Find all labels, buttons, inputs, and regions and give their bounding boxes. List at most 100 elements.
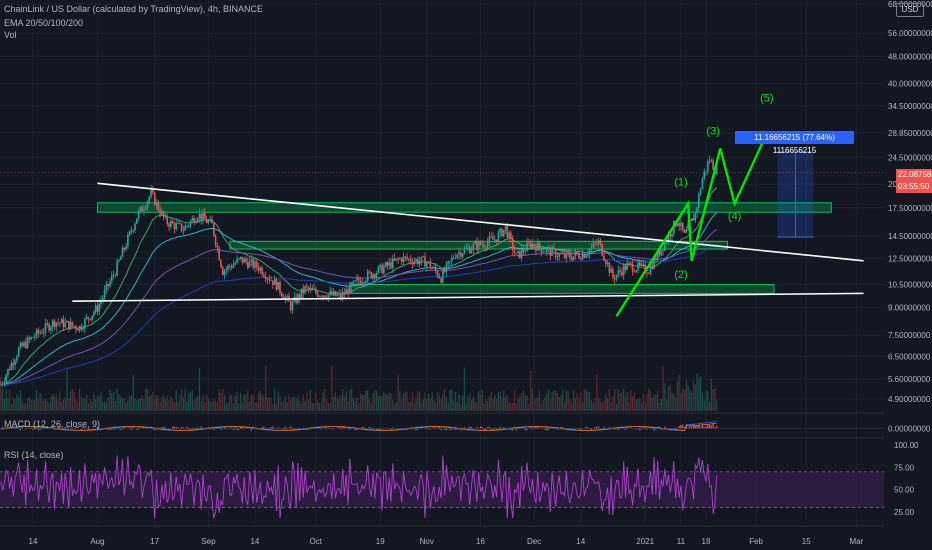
macd-histogram-bar <box>241 427 244 429</box>
volume-bar <box>268 397 270 411</box>
candle-body <box>162 211 165 217</box>
volume-bar <box>202 395 204 411</box>
macd-histogram-bar <box>25 428 27 430</box>
price-tick-label: 68.00000000 <box>888 0 932 9</box>
candle-body <box>622 265 625 276</box>
volume-bar <box>179 395 181 411</box>
macd-histogram-bar <box>69 427 72 429</box>
macd-histogram-bar <box>327 427 329 429</box>
volume-bar <box>644 401 646 411</box>
macd-histogram-bar <box>646 428 648 430</box>
macd-histogram-bar <box>503 427 505 429</box>
volume-bar <box>487 401 489 411</box>
candle-body <box>291 301 294 310</box>
volume-bar <box>68 397 70 411</box>
candle-body <box>542 251 544 253</box>
macd-histogram-bar <box>288 427 290 429</box>
symbol-legend[interactable]: ChainLink / US Dollar (calculated by Tra… <box>4 4 263 14</box>
macd-histogram-bar <box>240 427 242 429</box>
macd-histogram-bar <box>476 427 478 429</box>
candle-body <box>121 247 124 258</box>
macd-histogram-bar <box>112 428 115 430</box>
candle-body <box>458 252 460 255</box>
price-tick-label: 40.00000000 <box>888 80 932 89</box>
volume-bar <box>472 397 474 411</box>
macd-legend[interactable]: MACD (12, 26, close, 9) <box>4 419 101 429</box>
volume-bar <box>293 396 295 411</box>
volume-bar <box>248 401 251 411</box>
time-tick-label: 19 <box>376 537 385 546</box>
wave-label: (2) <box>674 269 687 281</box>
candle-body <box>198 213 201 219</box>
macd-histogram-bar <box>188 428 190 430</box>
candle-body <box>601 244 603 256</box>
volume-bar <box>157 396 159 411</box>
macd-histogram-bar <box>585 426 587 429</box>
candle-body <box>25 342 27 348</box>
candle-body <box>710 160 713 162</box>
volume-bar <box>69 391 72 411</box>
volume-bar <box>114 401 116 411</box>
volume-bar <box>46 401 48 411</box>
candle-body <box>468 247 471 254</box>
candle-body <box>610 268 612 273</box>
candle-body <box>161 211 163 215</box>
candle-body <box>579 258 582 260</box>
volume-bar <box>82 398 84 411</box>
candle-body <box>76 329 79 331</box>
volume-bar <box>648 388 650 411</box>
volume-bar <box>265 366 267 411</box>
macd-histogram-bar <box>232 428 235 431</box>
macd-histogram-bar <box>121 428 124 430</box>
candle-body <box>427 261 430 263</box>
candle-body <box>597 240 600 245</box>
candle-body <box>375 272 378 278</box>
macd-histogram-bar <box>333 428 335 430</box>
candle-body <box>486 241 489 248</box>
volume-bar <box>279 395 281 411</box>
macd-histogram-bar <box>572 428 575 430</box>
rsi-legend[interactable]: RSI (14, close) <box>4 450 64 460</box>
volume-bar <box>80 396 82 411</box>
macd-histogram-bar <box>229 427 231 429</box>
volume-bar <box>247 389 249 411</box>
candle-body <box>349 283 351 295</box>
candle-body <box>139 206 142 212</box>
macd-histogram-bar <box>426 426 428 429</box>
macd-histogram-bar <box>180 427 183 429</box>
volume-bar <box>436 392 439 411</box>
candle-body <box>80 325 83 330</box>
candle-body <box>127 234 129 247</box>
macd-histogram-bar <box>655 428 657 430</box>
currency-badge[interactable]: USD <box>896 3 924 17</box>
macd-histogram-bar <box>73 428 75 430</box>
candle-body <box>418 261 421 265</box>
ema-legend[interactable]: EMA 20/50/100/200 <box>4 18 84 28</box>
volume-bar <box>426 398 428 411</box>
macd-histogram-bar <box>84 427 86 429</box>
volume-bar <box>222 388 224 411</box>
macd-histogram-bar <box>291 427 294 429</box>
candle-body <box>513 250 516 254</box>
candle-body <box>540 247 543 253</box>
volume-bar <box>657 391 659 411</box>
candle-body <box>157 201 160 210</box>
candle-body <box>307 287 310 290</box>
volume-bar <box>14 399 16 411</box>
wave-label: (1) <box>674 177 687 189</box>
macd-histogram-bar <box>463 427 465 429</box>
volume-bar <box>488 396 491 411</box>
volume-bar <box>345 391 347 411</box>
macd-histogram-bar <box>282 428 285 430</box>
volume-legend[interactable]: Vol <box>4 30 17 40</box>
candle-body <box>298 294 301 298</box>
macd-histogram-bar <box>515 428 517 431</box>
candle-body <box>1 383 4 385</box>
candle-body <box>279 281 281 293</box>
macd-histogram-bar <box>114 428 116 430</box>
macd-histogram-bar <box>120 428 122 430</box>
volume-bar <box>522 390 525 411</box>
volume-bar <box>154 399 156 411</box>
candle-body <box>715 169 718 175</box>
